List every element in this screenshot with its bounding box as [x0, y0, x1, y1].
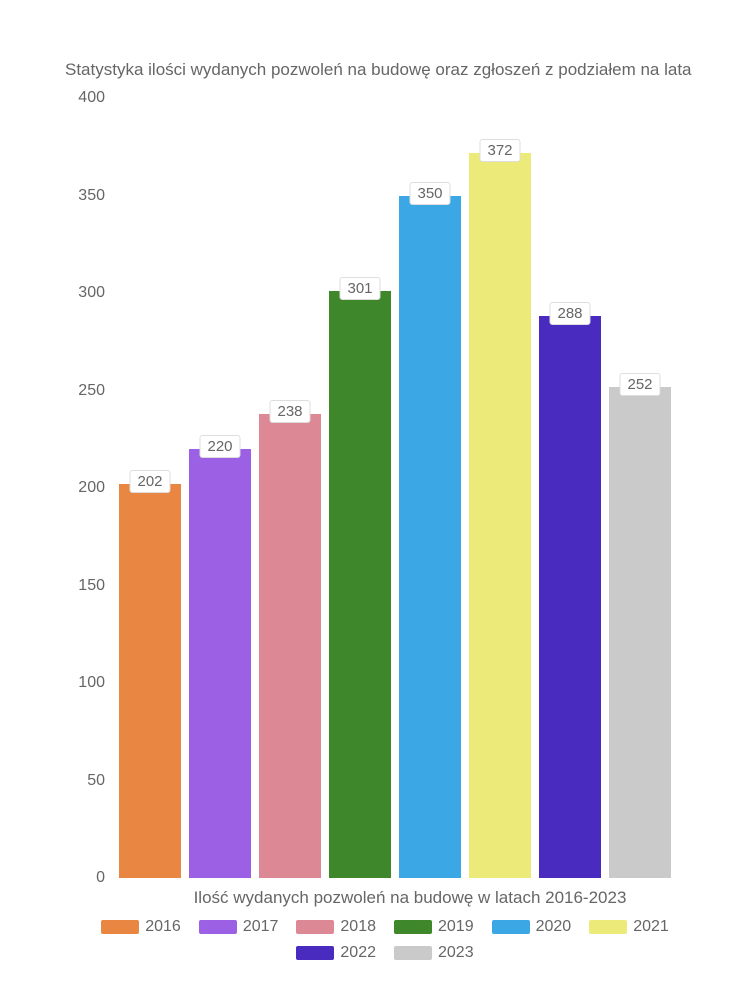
legend-swatch	[296, 920, 334, 934]
bar-wrap: 372	[469, 98, 531, 878]
legend-label: 2023	[438, 944, 474, 962]
legend-item: 2022	[296, 944, 376, 962]
plot-area: 050100150200250300350400 202220238301350…	[115, 98, 675, 878]
bar-value-label: 252	[619, 373, 660, 396]
bar-wrap: 202	[119, 98, 181, 878]
legend-label: 2017	[243, 918, 279, 936]
bar: 350	[399, 196, 461, 879]
legend-swatch	[394, 946, 432, 960]
y-tick: 200	[78, 479, 105, 497]
bar-wrap: 301	[329, 98, 391, 878]
legend-label: 2021	[633, 918, 669, 936]
x-axis-label: Ilość wydanych pozwoleń na budowę w lata…	[115, 888, 705, 908]
legend-swatch	[296, 946, 334, 960]
legend-label: 2016	[145, 918, 181, 936]
legend-swatch	[492, 920, 530, 934]
bar: 202	[119, 484, 181, 878]
legend-swatch	[199, 920, 237, 934]
legend-swatch	[394, 920, 432, 934]
legend-label: 2020	[536, 918, 572, 936]
legend-item: 2019	[394, 918, 474, 936]
bar: 288	[539, 316, 601, 878]
bar-value-label: 220	[199, 435, 240, 458]
y-tick: 0	[96, 869, 105, 887]
bar: 238	[259, 414, 321, 878]
bar-value-label: 202	[129, 470, 170, 493]
chart-container: Statystyka ilości wydanych pozwoleń na b…	[65, 60, 705, 960]
y-tick: 100	[78, 674, 105, 692]
bar-value-label: 372	[479, 139, 520, 162]
y-tick: 350	[78, 187, 105, 205]
legend-item: 2020	[492, 918, 572, 936]
bar-value-label: 350	[409, 182, 450, 205]
legend-swatch	[589, 920, 627, 934]
bar-wrap: 350	[399, 98, 461, 878]
legend-item: 2016	[101, 918, 181, 936]
legend-label: 2019	[438, 918, 474, 936]
legend-label: 2022	[340, 944, 376, 962]
y-axis: 050100150200250300350400	[65, 98, 110, 878]
legend-swatch	[101, 920, 139, 934]
bar: 252	[609, 387, 671, 878]
bars-region: 202220238301350372288252	[115, 98, 675, 878]
legend: 2016 2017 2018 2019 2020 2021 2022 2023	[65, 918, 705, 962]
bar: 372	[469, 153, 531, 878]
legend-item: 2017	[199, 918, 279, 936]
legend-label: 2018	[340, 918, 376, 936]
bar-value-label: 238	[269, 400, 310, 423]
bar: 301	[329, 291, 391, 878]
legend-item: 2021	[589, 918, 669, 936]
y-tick: 150	[78, 577, 105, 595]
y-tick: 300	[78, 284, 105, 302]
bar-wrap: 252	[609, 98, 671, 878]
bar-wrap: 220	[189, 98, 251, 878]
chart-title: Statystyka ilości wydanych pozwoleń na b…	[65, 60, 705, 80]
legend-item: 2018	[296, 918, 376, 936]
y-tick: 250	[78, 382, 105, 400]
legend-item: 2023	[394, 944, 474, 962]
y-tick: 400	[78, 89, 105, 107]
bar-value-label: 301	[339, 277, 380, 300]
y-tick: 50	[87, 772, 105, 790]
bar-wrap: 288	[539, 98, 601, 878]
bar: 220	[189, 449, 251, 878]
bar-wrap: 238	[259, 98, 321, 878]
bar-value-label: 288	[549, 302, 590, 325]
